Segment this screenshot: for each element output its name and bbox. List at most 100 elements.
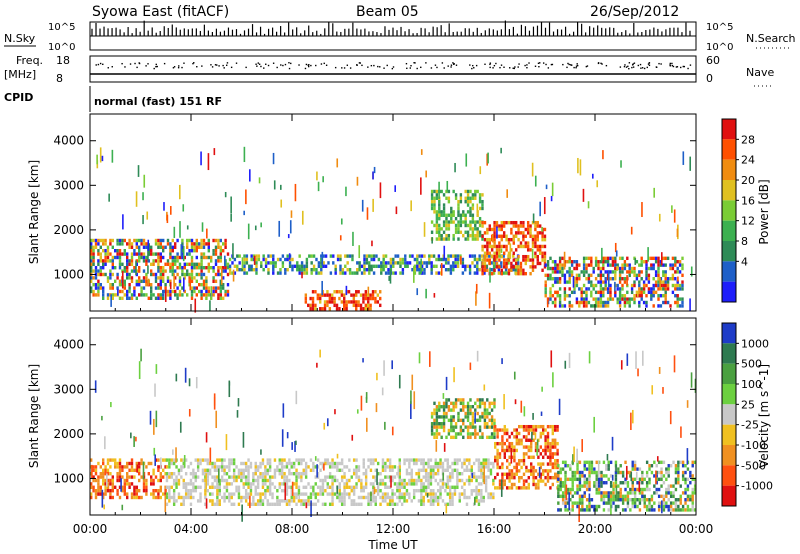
data-cell bbox=[150, 492, 153, 496]
data-cell bbox=[582, 260, 586, 264]
data-cell bbox=[273, 485, 277, 489]
data-cell bbox=[162, 279, 165, 283]
data-cell bbox=[514, 258, 518, 262]
data-cell bbox=[343, 485, 346, 489]
data-cell bbox=[522, 244, 525, 249]
scatter-cell bbox=[539, 201, 541, 217]
data-cell bbox=[554, 300, 557, 305]
data-cell bbox=[290, 495, 293, 500]
data-cell bbox=[652, 290, 655, 295]
data-cell bbox=[447, 267, 450, 272]
data-cell bbox=[573, 501, 577, 505]
data-cell bbox=[502, 261, 506, 266]
data-cell bbox=[597, 263, 600, 267]
data-cell bbox=[252, 267, 256, 272]
data-cell bbox=[412, 478, 416, 483]
data-cell bbox=[623, 263, 627, 267]
data-cell bbox=[590, 464, 594, 468]
data-cell bbox=[576, 504, 579, 509]
data-cell bbox=[645, 474, 649, 478]
data-cell bbox=[478, 254, 481, 258]
data-cell bbox=[672, 494, 675, 499]
data-cell bbox=[157, 458, 160, 462]
data-cell bbox=[454, 216, 458, 221]
data-cell bbox=[484, 461, 488, 466]
data-cell bbox=[445, 233, 448, 238]
data-cell bbox=[297, 485, 301, 489]
data-cell bbox=[626, 481, 630, 485]
data-cell bbox=[404, 257, 407, 262]
data-cell bbox=[681, 300, 684, 305]
data-cell bbox=[624, 487, 627, 492]
data-cell bbox=[331, 482, 334, 486]
data-cell bbox=[398, 475, 401, 479]
data-cell bbox=[599, 266, 603, 271]
data-cell bbox=[135, 245, 138, 249]
data-cell bbox=[571, 508, 574, 512]
colorbar-swatch bbox=[722, 200, 736, 221]
data-cell bbox=[168, 492, 171, 496]
data-cell bbox=[457, 210, 460, 214]
data-cell bbox=[316, 293, 320, 297]
data-cell bbox=[111, 255, 114, 260]
data-cell bbox=[512, 251, 515, 255]
data-cell bbox=[459, 216, 463, 221]
data-cell bbox=[362, 296, 365, 301]
data-cell bbox=[582, 283, 586, 288]
data-cell bbox=[471, 405, 475, 409]
data-cell bbox=[525, 435, 528, 439]
data-cell bbox=[285, 475, 289, 479]
data-cell bbox=[564, 504, 567, 509]
data-cell bbox=[172, 471, 176, 476]
data-cell bbox=[393, 465, 397, 469]
data-cell bbox=[619, 498, 622, 502]
data-cell bbox=[438, 408, 441, 412]
data-cell bbox=[398, 468, 401, 472]
data-cell bbox=[388, 485, 392, 489]
data-cell bbox=[126, 478, 129, 483]
data-cell bbox=[677, 504, 680, 509]
nave-dot bbox=[181, 66, 183, 69]
data-cell bbox=[305, 257, 309, 262]
data-cell bbox=[543, 251, 547, 255]
nave-dot bbox=[222, 64, 224, 67]
nave-dot bbox=[323, 62, 325, 65]
data-cell bbox=[490, 415, 494, 419]
data-cell bbox=[456, 257, 460, 262]
data-cell bbox=[602, 494, 606, 499]
data-cell bbox=[592, 283, 595, 288]
data-cell bbox=[549, 462, 552, 466]
data-cell bbox=[169, 279, 172, 283]
nave-dot bbox=[315, 64, 317, 67]
data-cell bbox=[543, 254, 547, 259]
data-cell bbox=[471, 415, 475, 419]
scatter-cell bbox=[602, 150, 604, 160]
data-cell bbox=[453, 458, 457, 462]
data-cell bbox=[435, 432, 439, 436]
data-cell bbox=[181, 272, 184, 277]
data-cell bbox=[340, 499, 344, 503]
data-cell bbox=[529, 231, 532, 235]
data-cell bbox=[355, 502, 358, 506]
data-cell bbox=[432, 488, 435, 493]
data-cell bbox=[459, 408, 463, 412]
data-cell bbox=[641, 470, 644, 475]
data-cell bbox=[483, 265, 487, 269]
scatter-cell bbox=[224, 255, 226, 267]
data-cell bbox=[599, 287, 603, 291]
data-cell bbox=[413, 264, 417, 268]
data-cell bbox=[159, 495, 162, 500]
data-cell bbox=[597, 491, 601, 495]
data-cell bbox=[660, 494, 663, 499]
data-cell bbox=[526, 244, 530, 249]
scatter-cell bbox=[205, 473, 207, 489]
data-cell bbox=[554, 280, 557, 284]
data-cell bbox=[522, 424, 526, 429]
scatter-cell bbox=[634, 258, 637, 265]
data-cell bbox=[90, 286, 93, 290]
data-cell bbox=[404, 254, 407, 258]
data-cell bbox=[514, 261, 518, 266]
data-cell bbox=[292, 495, 296, 500]
data-cell bbox=[169, 242, 172, 246]
data-cell bbox=[126, 242, 129, 246]
